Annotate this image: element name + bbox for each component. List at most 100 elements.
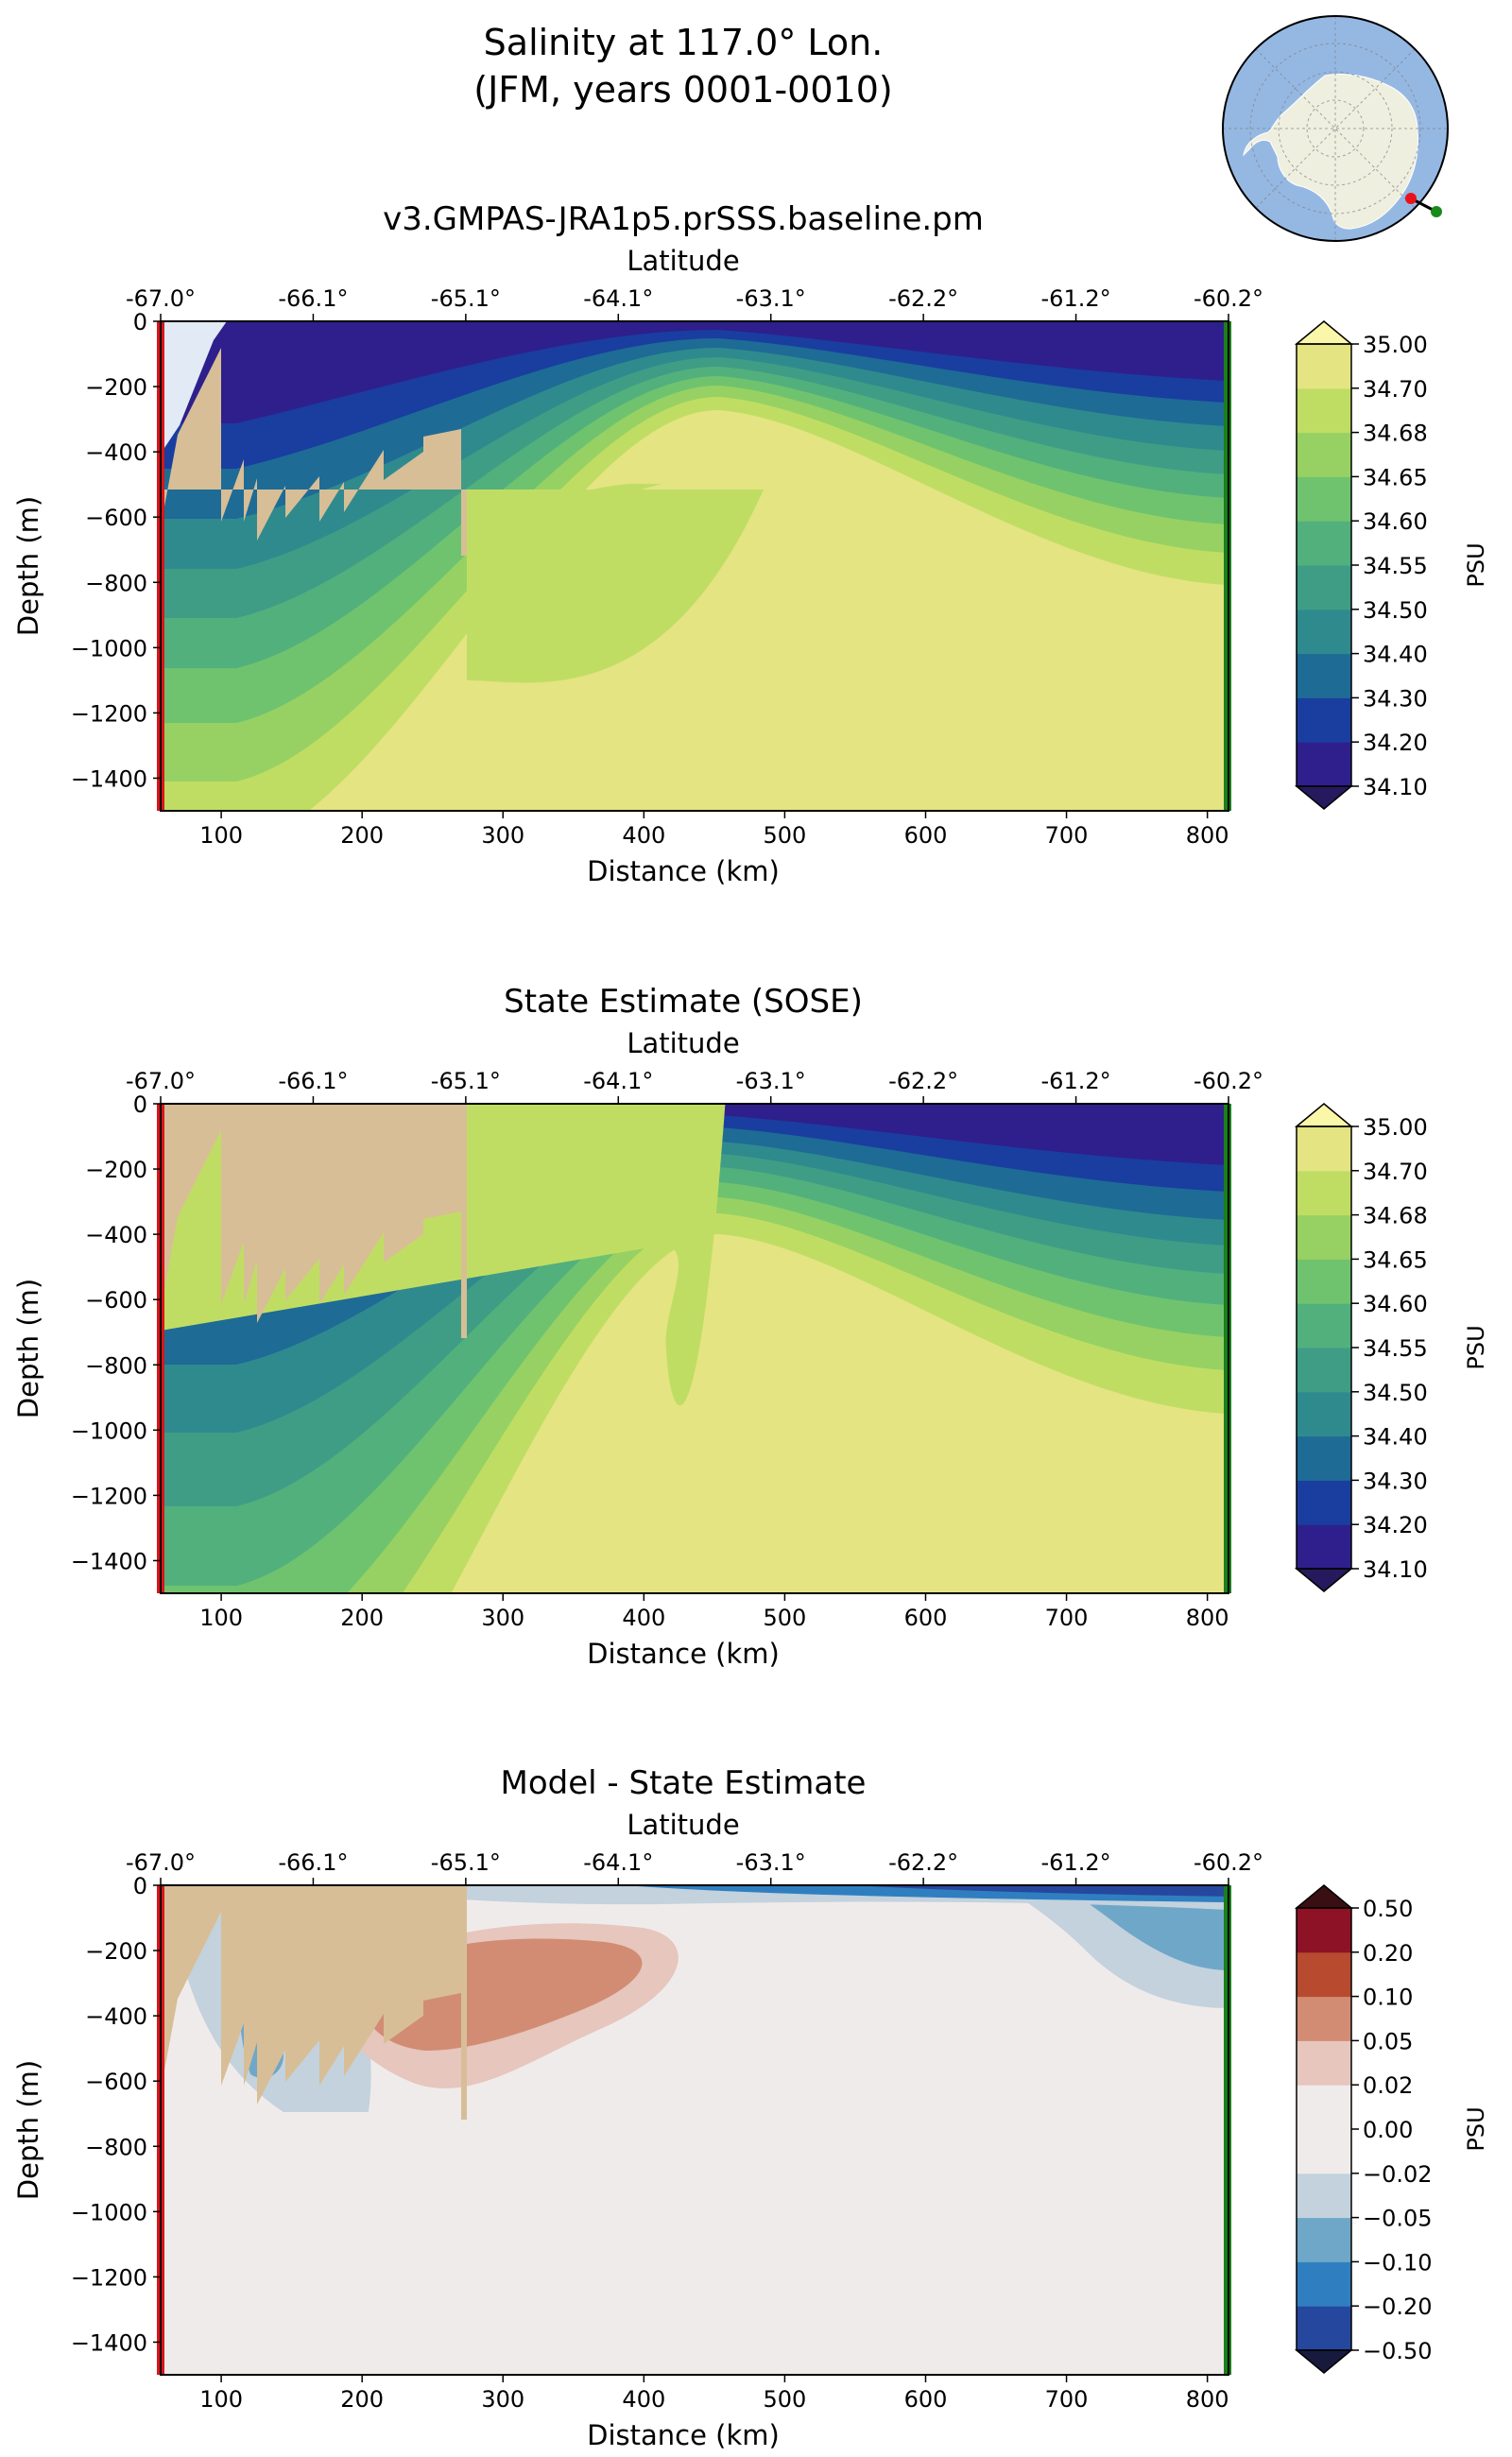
colorbar-band xyxy=(1297,1391,1351,1437)
y-tick-label: −600 xyxy=(85,2069,147,2095)
x-tick-label: 800 xyxy=(1186,1605,1229,1631)
lat-tick-label: -63.1° xyxy=(736,285,806,312)
lat-tick-label: -61.2° xyxy=(1041,1068,1111,1094)
colorbar-band xyxy=(1297,2261,1351,2307)
x-tick-label: 500 xyxy=(764,1605,807,1631)
lat-tick-label: -65.1° xyxy=(431,1068,501,1094)
colorbar-tick-label: −0.50 xyxy=(1363,2338,1433,2364)
x-tick-label: 700 xyxy=(1045,2386,1089,2413)
colorbar-tick-label: 34.20 xyxy=(1363,1512,1428,1538)
colorbar-tick-label: −0.10 xyxy=(1363,2249,1433,2276)
lat-tick-label: -63.1° xyxy=(736,1849,806,1876)
bathymetry xyxy=(161,1104,467,1338)
colorbar-band xyxy=(1297,344,1351,389)
colorbar-band xyxy=(1297,2129,1351,2174)
colorbar-band xyxy=(1297,1214,1351,1260)
colorbar-tick-label: 34.60 xyxy=(1363,508,1428,535)
lat-tick-label: -66.1° xyxy=(278,1068,348,1094)
colorbar-band xyxy=(1297,1524,1351,1570)
y-tick-label: −200 xyxy=(85,1157,147,1183)
x-tick-label: 100 xyxy=(199,822,243,849)
panel-model: v3.GMPAS-JRA1p5.prSSS.baseline.pm 100 200 3… xyxy=(12,200,1489,887)
colorbar-tick-label: −0.02 xyxy=(1363,2161,1433,2188)
colorbar-band xyxy=(1297,1435,1351,1481)
y-tick-label: −600 xyxy=(85,505,147,531)
lat-tick-label: -62.2° xyxy=(888,1849,958,1876)
panel-title: v3.GMPAS-JRA1p5.prSSS.baseline.pm xyxy=(383,200,984,238)
lat-tick-label: -61.2° xyxy=(1041,1849,1111,1876)
colorbar-extend-min xyxy=(1294,2349,1354,2374)
colorbar-label: PSU xyxy=(1463,542,1489,587)
colorbar-tick-label: 34.30 xyxy=(1363,685,1428,712)
ice-shelf-cavity xyxy=(161,321,227,454)
panel-title: Model - State Estimate xyxy=(501,1764,867,1802)
colorbar-band xyxy=(1297,521,1351,566)
y-tick-label: −1000 xyxy=(71,1418,147,1444)
lat-tick-label: -60.2° xyxy=(1194,285,1263,312)
x-tick-label: 400 xyxy=(622,2386,665,2413)
y-axis-label: Depth (m) xyxy=(12,1279,44,1418)
colorbar-label: PSU xyxy=(1463,1325,1489,1369)
colorbar-band xyxy=(1297,565,1351,610)
x-tick-label: 300 xyxy=(481,822,524,849)
colorbar-tick-label: 34.10 xyxy=(1363,774,1428,800)
lat-tick-label: -67.0° xyxy=(126,285,196,312)
colorbar-tick-label: 35.00 xyxy=(1363,1114,1428,1141)
colorbar-band xyxy=(1297,697,1351,743)
y-tick-label: −1200 xyxy=(71,2264,147,2291)
x-tick-label: 200 xyxy=(340,822,384,849)
plot-frame xyxy=(160,320,1229,812)
x-tick-label: 400 xyxy=(622,1605,665,1631)
x-tick-label: 800 xyxy=(1186,2386,1229,2413)
colorbar-tick-label: 34.55 xyxy=(1363,553,1428,579)
colorbar-tick-label: 34.68 xyxy=(1363,421,1428,447)
colorbar-band xyxy=(1297,1480,1351,1525)
y-tick-label: −400 xyxy=(85,439,147,466)
panel-difference: Model - State Estimate 100 200 300 400 500 600… xyxy=(12,1764,1489,2451)
colorbar-band xyxy=(1297,1908,1351,1953)
contourf-field xyxy=(161,321,1228,811)
x-tick-label: 300 xyxy=(481,2386,524,2413)
colorbar-band xyxy=(1297,1303,1351,1349)
x-tick-label: 400 xyxy=(622,822,665,849)
colorbar-tick-label: 34.60 xyxy=(1363,1291,1428,1317)
y-tick-label: −600 xyxy=(85,1287,147,1314)
colorbar-tick-label: 0.05 xyxy=(1363,2028,1413,2054)
lat-tick-label: -64.1° xyxy=(583,1068,653,1094)
plot-frame xyxy=(160,1884,1229,2376)
colorbar-label: PSU xyxy=(1463,2106,1489,2151)
lat-tick-label: -64.1° xyxy=(583,285,653,312)
colorbar-extend-min xyxy=(1294,785,1354,810)
top-x-axis-label: Latitude xyxy=(627,245,739,277)
colorbar-tick-label: 34.40 xyxy=(1363,642,1428,668)
inset-section-end xyxy=(1431,206,1442,217)
x-tick-label: 100 xyxy=(199,1605,243,1631)
lat-tick-label: -65.1° xyxy=(431,1849,501,1876)
inset-section-start xyxy=(1405,193,1417,204)
colorbar-tick-label: 34.65 xyxy=(1363,464,1428,490)
colorbar-band xyxy=(1297,609,1351,655)
y-tick-label: −200 xyxy=(85,1938,147,1965)
lat-tick-label: -66.1° xyxy=(278,1849,348,1876)
x-tick-label: 700 xyxy=(1045,1605,1089,1631)
y-tick-label: −400 xyxy=(85,2003,147,2030)
lat-tick-label: -62.2° xyxy=(888,1068,958,1094)
colorbar-extend-max xyxy=(1294,320,1354,345)
panel-title: State Estimate (SOSE) xyxy=(504,983,863,1021)
colorbar-tick-label: 0.10 xyxy=(1363,1984,1413,2011)
colorbar-band xyxy=(1297,387,1351,434)
colorbar-extend-max xyxy=(1294,1884,1354,1909)
x-tick-label: 600 xyxy=(904,2386,948,2413)
lat-tick-label: -67.0° xyxy=(126,1849,196,1876)
x-tick-label: 200 xyxy=(340,1605,384,1631)
y-tick-label: −1400 xyxy=(71,765,147,792)
colorbar-band xyxy=(1297,2040,1351,2086)
x-tick-label: 300 xyxy=(481,1605,524,1631)
colorbar-band xyxy=(1297,1951,1351,1998)
y-tick-label: −1200 xyxy=(71,1483,147,1509)
y-tick-label: −1000 xyxy=(71,2199,147,2225)
colorbar-band xyxy=(1297,2085,1351,2130)
figure-title-line2: (JFM, years 0001-0010) xyxy=(473,69,892,111)
colorbar-tick-label: 34.68 xyxy=(1363,1203,1428,1229)
colorbar-band xyxy=(1297,432,1351,477)
